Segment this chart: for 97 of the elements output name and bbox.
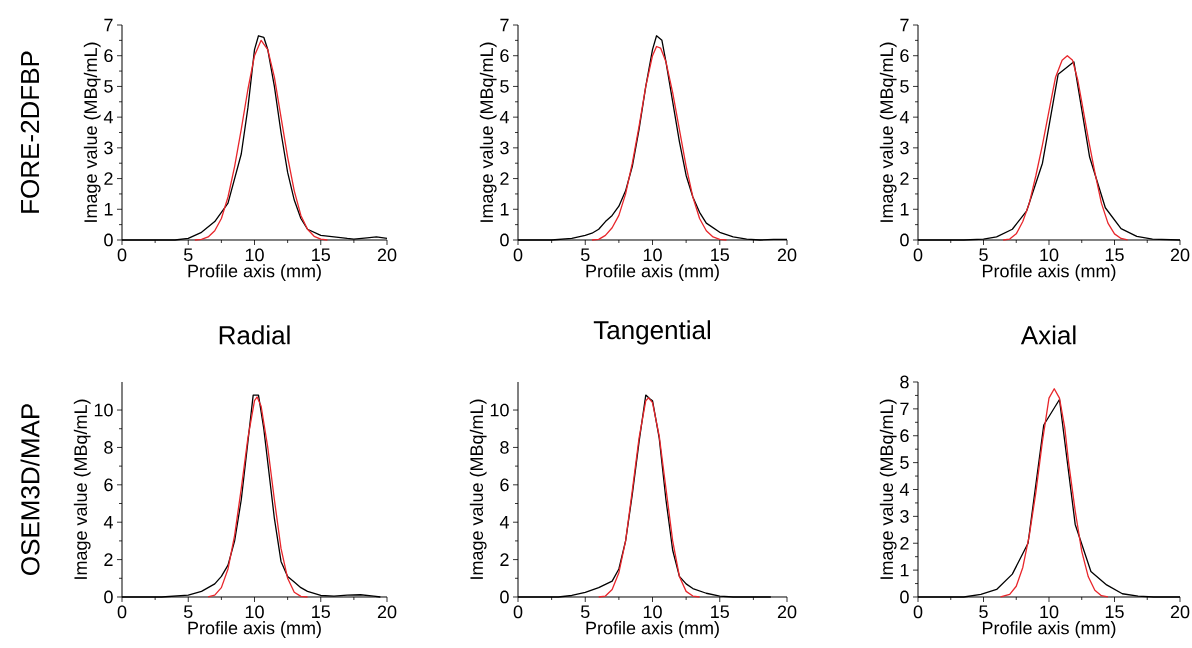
y-tick-label: 2 xyxy=(900,536,909,550)
y-tick-label: 6 xyxy=(500,49,509,63)
y-tick-label: 3 xyxy=(900,141,909,155)
x-tick-label: 0 xyxy=(117,248,127,262)
x-tick-label: 20 xyxy=(777,248,797,262)
y-tick-label: 5 xyxy=(104,80,113,93)
y-tick-label: 0 xyxy=(900,590,909,604)
text: FORE-2DFBP xyxy=(20,51,40,213)
x-tick-label: 5 xyxy=(979,248,988,262)
y-tick-label: 4 xyxy=(103,516,113,529)
y-tick-label: 7 xyxy=(500,18,509,32)
text: OSEM3D/MAP xyxy=(20,404,40,575)
y-tick-label: 0 xyxy=(104,233,113,247)
y-tick-label: 6 xyxy=(900,49,909,63)
x-tick-label: 0 xyxy=(913,248,923,262)
x-tick-label: 20 xyxy=(1170,605,1190,619)
y-tick-label: 4 xyxy=(499,516,509,529)
y-tick-label: 1 xyxy=(900,203,909,216)
y-axis-title: Image value (MBq/mL) xyxy=(479,42,497,222)
y-tick-label: 2 xyxy=(500,172,509,185)
y-tick-label: 7 xyxy=(104,18,113,32)
x-tick-label: 5 xyxy=(183,605,193,619)
y-tick-label: 2 xyxy=(104,553,113,566)
y-tick-label: 2 xyxy=(104,172,113,185)
x-tick-label: 0 xyxy=(913,605,923,619)
y-tick-label: 3 xyxy=(104,141,113,155)
y-tick-label: 1 xyxy=(900,563,909,577)
x-tick-label: 15 xyxy=(312,248,331,262)
x-tick-label: 20 xyxy=(377,605,397,619)
chart-title: Axial xyxy=(1020,325,1076,345)
y-tick-label: 6 xyxy=(900,429,909,443)
y-axis-title: Image value (MBq/mL) xyxy=(73,399,91,579)
x-tick-label: 20 xyxy=(777,605,797,619)
x-tick-label: 10 xyxy=(643,605,662,619)
y-tick-label: 8 xyxy=(900,375,909,389)
y-tick-label: 6 xyxy=(500,478,509,492)
y-tick-label: 3 xyxy=(500,141,509,155)
line-series xyxy=(207,396,309,598)
x-axis-title: Profile axis (mm) xyxy=(188,264,321,281)
line-series xyxy=(999,388,1109,598)
y-tick-label: 4 xyxy=(103,110,113,124)
line-series xyxy=(194,39,329,241)
x-tick-label: 10 xyxy=(245,605,264,619)
y-tick-label: 3 xyxy=(900,509,909,523)
line-series xyxy=(598,397,701,598)
x-tick-label: 0 xyxy=(513,605,523,619)
y-tick-label: 10 xyxy=(94,403,113,417)
y-tick-label: 7 xyxy=(900,18,909,32)
y-tick-label: 6 xyxy=(104,49,113,63)
x-tick-label: 10 xyxy=(643,248,662,262)
chart-title: Radial xyxy=(219,325,290,345)
y-tick-label: 8 xyxy=(500,441,509,454)
x-tick-label: 0 xyxy=(513,248,523,262)
x-tick-label: 15 xyxy=(711,605,729,619)
x-tick-label: 15 xyxy=(1105,605,1124,619)
x-axis-title: Profile axis (mm) xyxy=(586,264,719,281)
y-tick-label: 1 xyxy=(500,203,509,216)
x-tick-label: 10 xyxy=(1040,605,1059,619)
y-axis-title: Image value (MBq/mL) xyxy=(469,399,487,579)
y-axis-title: Image value (MBq/mL) xyxy=(83,42,101,222)
line-series xyxy=(1002,55,1129,241)
y-tick-label: 5 xyxy=(900,456,909,469)
y-axis-title: Image value (MBq/mL) xyxy=(879,42,897,222)
x-axis-title: Profile axis (mm) xyxy=(188,621,321,638)
x-tick-label: 20 xyxy=(1170,248,1190,262)
y-tick-label: 2 xyxy=(900,172,909,185)
y-tick-label: 2 xyxy=(500,553,509,566)
x-tick-label: 0 xyxy=(117,605,127,619)
y-tick-label: 8 xyxy=(104,441,113,454)
x-axis-title: Profile axis (mm) xyxy=(982,264,1116,281)
y-tick-label: 4 xyxy=(899,483,909,496)
x-tick-label: 5 xyxy=(183,248,193,262)
y-tick-label: 6 xyxy=(104,478,113,492)
y-tick-label: 0 xyxy=(500,590,509,604)
x-tick-label: 10 xyxy=(1040,248,1059,262)
x-tick-label: 5 xyxy=(580,248,590,262)
x-tick-label: 15 xyxy=(1105,248,1124,262)
y-tick-label: 4 xyxy=(499,110,509,124)
x-tick-label: 15 xyxy=(711,248,729,262)
x-tick-label: 20 xyxy=(377,248,397,262)
y-tick-label: 4 xyxy=(899,110,909,124)
y-tick-label: 0 xyxy=(500,233,509,247)
y-tick-label: 0 xyxy=(104,590,113,604)
y-tick-label: 0 xyxy=(900,233,909,247)
x-tick-label: 5 xyxy=(580,605,590,619)
y-tick-label: 10 xyxy=(490,403,509,417)
y-tick-label: 5 xyxy=(500,80,509,93)
x-tick-label: 10 xyxy=(245,248,264,262)
y-axis-title: Image value (MBq/mL) xyxy=(879,399,897,579)
y-tick-label: 5 xyxy=(900,80,909,93)
y-tick-label: 7 xyxy=(900,402,909,416)
y-tick-label: 1 xyxy=(104,203,113,216)
x-tick-label: 5 xyxy=(979,605,988,619)
x-axis-title: Profile axis (mm) xyxy=(586,621,719,638)
x-axis-title: Profile axis (mm) xyxy=(982,621,1116,638)
chart-title: Tangential xyxy=(593,320,711,345)
x-tick-label: 15 xyxy=(312,605,331,619)
